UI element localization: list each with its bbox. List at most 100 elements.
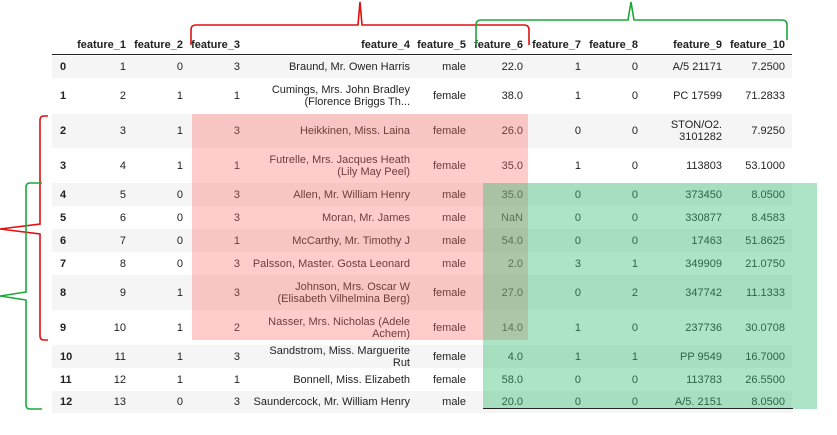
header-divider xyxy=(52,54,792,55)
table-cell-feature-2: 1 xyxy=(176,350,183,363)
table-cell-feature-5: female xyxy=(432,350,466,363)
table-cell-feature-9: 349909 xyxy=(685,257,722,270)
table-cell-feature-5: male xyxy=(442,61,466,73)
table-cell-feature-4: Braund, Mr. Owen Harris xyxy=(288,61,410,73)
table-cell-feature-4: McCarthy, Mr. Timothy J xyxy=(292,234,410,247)
table-cell-feature-6: 4.0 xyxy=(507,350,523,363)
table-cell-feature-2: 0 xyxy=(176,234,183,247)
table-cell-feature-10: 26.5500 xyxy=(745,373,785,386)
table-cell-feature-9: 17463 xyxy=(691,234,722,247)
table-cell-feature-6: 22.0 xyxy=(501,61,523,73)
row-index: 2 xyxy=(60,125,67,137)
table-cell-feature-2: 0 xyxy=(176,61,183,73)
table-cell-feature-6: 27.0 xyxy=(501,286,523,299)
column-header-feature-9: feature_9 xyxy=(673,39,722,51)
table-cell-feature-10: 30.0708 xyxy=(745,321,785,334)
table-cell-feature-10: 8.0500 xyxy=(751,188,785,201)
row-index: 1 xyxy=(60,90,67,102)
table-cell-feature-6: 2.0 xyxy=(507,257,523,270)
table-cell-feature-9: 237736 xyxy=(685,321,722,334)
table-cell-feature-9: A/5 21171 xyxy=(672,61,722,73)
table-cell-feature-7: 0 xyxy=(574,234,581,247)
table-cell-feature-5: male xyxy=(442,211,466,224)
table-cell-feature-3: 3 xyxy=(233,188,240,201)
table-cell-feature-9: A/5. 2151 xyxy=(674,396,722,408)
table-cell-feature-3: 1 xyxy=(233,159,240,172)
table-cell-feature-5: male xyxy=(442,234,466,247)
table-cell-feature-8: 0 xyxy=(631,61,638,73)
table-cell-feature-1: 9 xyxy=(119,286,126,299)
table-cell-feature-6: NaN xyxy=(500,211,523,224)
row-index: 7 xyxy=(60,257,67,270)
row-index: 5 xyxy=(60,211,67,224)
table-cell-feature-2: 0 xyxy=(176,211,183,224)
table-cell-feature-5: female xyxy=(432,125,466,137)
table-cell-feature-5: female xyxy=(432,321,466,334)
table-cell-feature-10: 21.0750 xyxy=(745,257,785,270)
column-header-feature-3: feature_3 xyxy=(191,39,240,51)
table-bottom-border xyxy=(483,408,793,409)
table-cell-feature-4: Palsson, Master. Gosta Leonard xyxy=(252,257,410,270)
table-cell-feature-9: 113783 xyxy=(686,373,722,386)
table-cell-feature-4: Sandstrom, Miss. Marguerite Rut xyxy=(269,344,410,369)
table-cell-feature-7: 1 xyxy=(574,90,581,102)
table-cell-feature-10: 8.4583 xyxy=(751,211,785,224)
table-row: 3 4 1 1 Futrelle, Mrs. Jacques Heath (Lily M… xyxy=(52,148,792,183)
table-row: 6 7 0 1 McCarthy, Mr. Timothy J male 54.0 0 0 174… xyxy=(52,229,792,252)
table-row: 9 10 1 2 Nasser, Mrs. Nicholas (Adele Achem)… xyxy=(52,310,792,345)
table-cell-feature-9: PP 9549 xyxy=(679,350,722,363)
table-cell-feature-2: 1 xyxy=(176,125,183,137)
table-row: 5 6 0 3 Moran, Mr. James male NaN 0 0 330877 8.458… xyxy=(52,206,792,229)
table-cell-feature-8: 0 xyxy=(631,211,638,224)
column-header-feature-6: feature_6 xyxy=(474,39,523,51)
table-cell-feature-1: 6 xyxy=(119,211,126,224)
row-index: 9 xyxy=(60,321,67,334)
table-cell-feature-5: male xyxy=(442,257,466,270)
table-row: 0 1 0 3 Braund, Mr. Owen Harris male 22.0 1 0 A/5… xyxy=(52,56,792,78)
table-cell-feature-4: Saundercock, Mr. William Henry xyxy=(253,396,411,408)
table-cell-feature-7: 0 xyxy=(574,373,581,386)
table-cell-feature-6: 26.0 xyxy=(501,125,523,137)
table-cell-feature-4: Bonnell, Miss. Elizabeth xyxy=(293,373,410,386)
table-cell-feature-8: 0 xyxy=(631,159,638,172)
table-cell-feature-10: 53.1000 xyxy=(745,159,785,172)
table-cell-feature-3: 3 xyxy=(233,211,240,224)
table-cell-feature-6: 54.0 xyxy=(501,234,523,247)
table-cell-feature-5: female xyxy=(432,90,466,102)
table-cell-feature-1: 11 xyxy=(114,350,126,363)
column-header-feature-8: feature_8 xyxy=(589,39,638,51)
row-index: 10 xyxy=(60,350,73,363)
table-cell-feature-7: 0 xyxy=(574,396,581,408)
table-cell-feature-6: 35.0 xyxy=(501,159,523,172)
table-cell-feature-2: 0 xyxy=(176,188,183,201)
table-row: 8 9 1 3 Johnson, Mrs. Oscar W (Elisabeth Vil… xyxy=(52,275,792,310)
table-cell-feature-9: 113803 xyxy=(686,159,722,172)
table-cell-feature-10: 71.2833 xyxy=(745,90,785,102)
table-cell-feature-4: Allen, Mr. William Henry xyxy=(293,188,410,201)
table-cell-feature-9: 330877 xyxy=(685,211,722,224)
table-cell-feature-8: 0 xyxy=(631,321,638,334)
table-row: 12 13 0 3 Saundercock, Mr. William Henry male… xyxy=(52,391,792,413)
column-header-feature-4: feature_4 xyxy=(361,39,410,51)
table-cell-feature-1: 12 xyxy=(113,373,126,386)
table-cell-feature-3: 3 xyxy=(233,396,240,408)
table-cell-feature-3: 2 xyxy=(233,321,240,334)
table-cell-feature-10: 8.0500 xyxy=(751,396,785,408)
table-cell-feature-8: 0 xyxy=(631,373,638,386)
table-cell-feature-2: 1 xyxy=(176,286,183,299)
table-cell-feature-2: 0 xyxy=(176,396,183,408)
table-cell-feature-5: female xyxy=(432,159,466,172)
table-cell-feature-10: 7.9250 xyxy=(751,125,785,137)
table-cell-feature-3: 1 xyxy=(233,90,240,102)
row-index: 6 xyxy=(60,234,67,247)
table-cell-feature-8: 0 xyxy=(631,90,638,102)
table-cell-feature-4: Moran, Mr. James xyxy=(321,211,410,224)
table-cell-feature-7: 1 xyxy=(574,159,581,172)
table-cell-feature-1: 5 xyxy=(119,188,126,201)
table-row: 11 12 1 1 Bonnell, Miss. Elizabeth female 58.0… xyxy=(52,368,792,391)
table-cell-feature-8: 2 xyxy=(631,286,638,299)
table-cell-feature-3: 3 xyxy=(233,257,240,270)
table-cell-feature-2: 1 xyxy=(176,321,183,334)
table-cell-feature-2: 1 xyxy=(176,159,183,172)
